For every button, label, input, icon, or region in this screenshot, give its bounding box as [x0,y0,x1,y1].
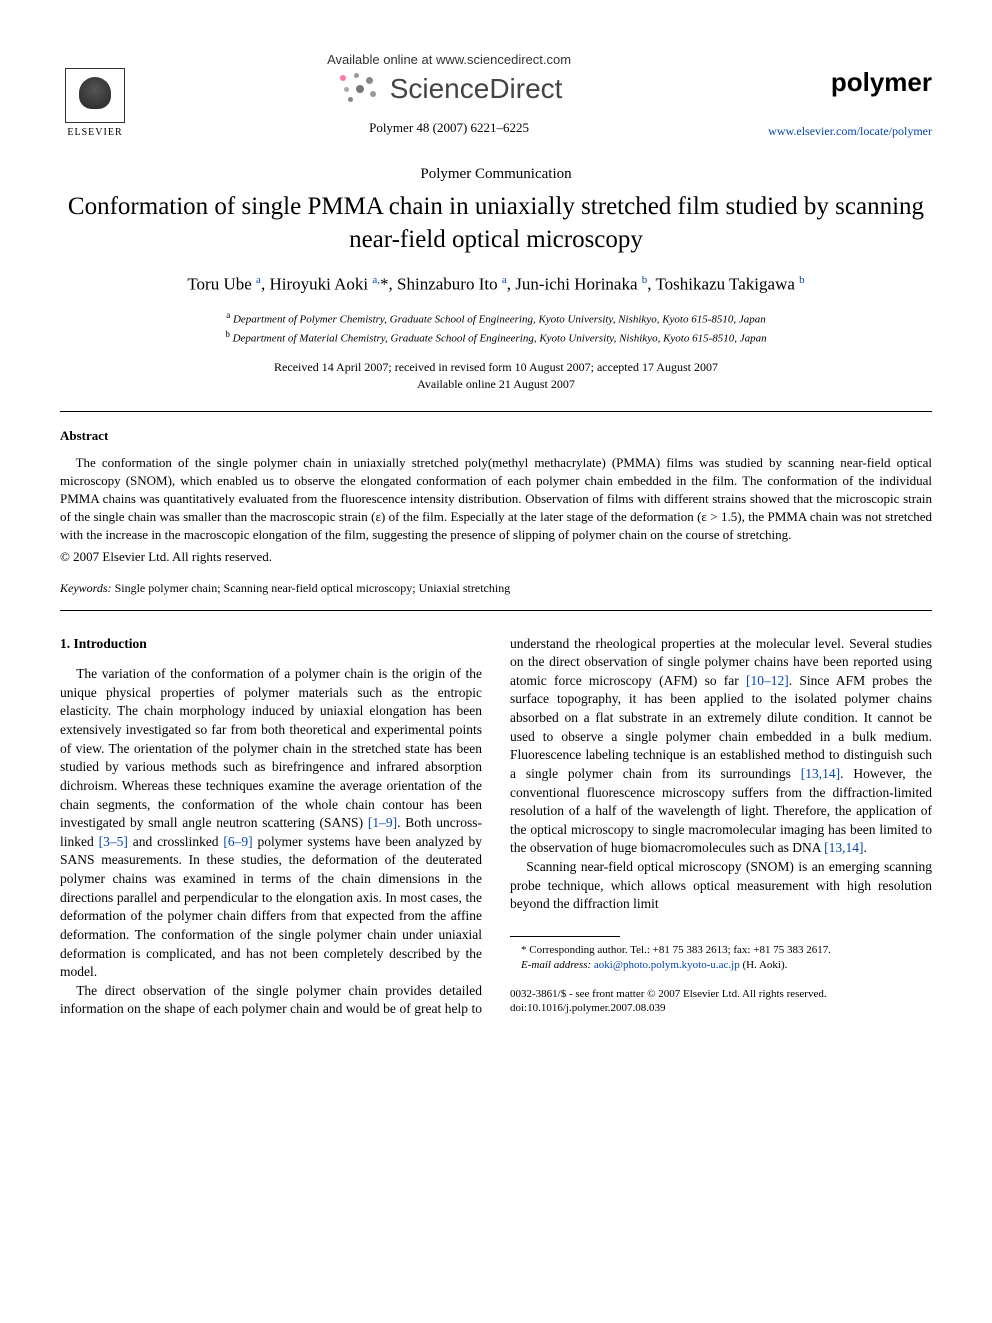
journal-homepage-link[interactable]: www.elsevier.com/locate/polymer [768,124,932,139]
footnote-divider [510,936,620,937]
body-paragraph: The variation of the conformation of a p… [60,665,482,982]
divider [60,411,932,412]
footer-meta: 0032-3861/$ - see front matter © 2007 El… [510,987,932,1017]
email-footnote: E-mail address: aoki@photo.polym.kyoto-u… [510,958,932,973]
authors-line: Toru Ube a, Hiroyuki Aoki a,*, Shinzabur… [60,274,932,295]
affiliations: a Department of Polymer Chemistry, Gradu… [60,309,932,347]
author: Jun-ichi Horinaka [515,275,637,294]
body-paragraph: Scanning near-field optical microscopy (… [510,858,932,914]
abstract-copyright: © 2007 Elsevier Ltd. All rights reserved… [60,549,932,565]
keywords-line: Keywords: Single polymer chain; Scanning… [60,581,932,596]
divider [60,610,932,611]
dates-online: Available online 21 August 2007 [60,376,932,393]
abstract-block: Abstract The conformation of the single … [60,428,932,565]
issn-copyright-line: 0032-3861/$ - see front matter © 2007 El… [510,987,932,1002]
page-header: ELSEVIER Available online at www.science… [60,52,932,154]
keywords-label: Keywords: [60,581,112,595]
affiliation-b: b Department of Material Chemistry, Grad… [60,328,932,347]
sciencedirect-block: Available online at www.sciencedirect.co… [130,52,768,154]
author: Toshikazu Takigawa [655,275,794,294]
author: Toru Ube [187,275,251,294]
journal-citation: Polymer 48 (2007) 6221–6225 [130,120,768,136]
affiliation-link-b[interactable]: b [642,274,648,286]
sciencedirect-name: ScienceDirect [390,73,563,105]
reference-link[interactable]: [10–12] [746,673,789,688]
email-label: E-mail address: [521,959,591,971]
publisher-name: ELSEVIER [67,127,122,138]
affiliation-link-a[interactable]: a [502,274,507,286]
affiliation-link-b[interactable]: b [799,274,805,286]
reference-link[interactable]: [13,14] [801,766,840,781]
affiliation-link-a[interactable]: a [256,274,261,286]
affiliation-link-a[interactable]: a, [372,274,380,286]
reference-link[interactable]: [1–9] [368,815,397,830]
author: Hiroyuki Aoki [269,275,368,294]
corresponding-author-footnote: * Corresponding author. Tel.: +81 75 383… [510,943,932,958]
dates-received: Received 14 April 2007; received in revi… [60,359,932,376]
section-heading-intro: 1. Introduction [60,635,482,654]
journal-block: polymer www.elsevier.com/locate/polymer [768,67,932,139]
available-online-text: Available online at www.sciencedirect.co… [130,52,768,67]
doi-line: doi:10.1016/j.polymer.2007.08.039 [510,1001,932,1016]
sciencedirect-dots-icon [336,71,380,107]
article-body: 1. Introduction The variation of the con… [60,635,932,1020]
keywords-text: Single polymer chain; Scanning near-fiel… [115,581,511,595]
reference-link[interactable]: [6–9] [223,834,252,849]
article-dates: Received 14 April 2007; received in revi… [60,359,932,393]
elsevier-logo: ELSEVIER [60,63,130,143]
email-author-suffix: (H. Aoki). [742,959,787,971]
author: Shinzaburo Ito [397,275,498,294]
abstract-heading: Abstract [60,428,932,444]
affiliation-a: a Department of Polymer Chemistry, Gradu… [60,309,932,328]
elsevier-tree-icon [65,68,125,123]
journal-logo: polymer [768,67,932,98]
article-type: Polymer Communication [60,166,932,183]
abstract-text: The conformation of the single polymer c… [60,454,932,545]
reference-link[interactable]: [13,14] [824,840,863,855]
email-link[interactable]: aoki@photo.polym.kyoto-u.ac.jp [594,959,740,971]
footnote-block: * Corresponding author. Tel.: +81 75 383… [510,936,932,1016]
article-title: Conformation of single PMMA chain in uni… [60,191,932,256]
sciencedirect-logo: ScienceDirect [336,71,563,107]
reference-link[interactable]: [3–5] [99,834,128,849]
